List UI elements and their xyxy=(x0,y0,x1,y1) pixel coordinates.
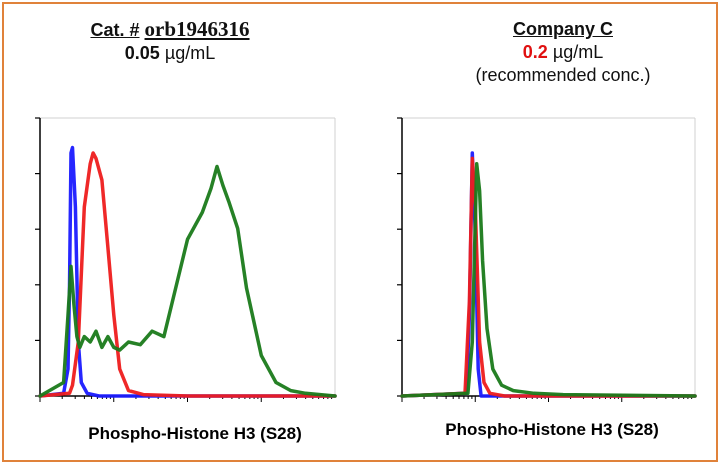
panel-2-title: Company C 0.2 µg/mL (recommended conc.) xyxy=(432,18,694,87)
panel-1-title-line: Cat. # orb1946316 xyxy=(50,18,290,42)
panel-1-catalog-number: orb1946316 xyxy=(144,17,250,41)
panel-1-green-histogram-line xyxy=(38,164,337,398)
panel-1-concentration: 0.05 µg/mL xyxy=(50,42,290,65)
panel-2-xlabel: Phospho-Histone H3 (S28) xyxy=(445,420,659,439)
panel-1-blue-histogram-line xyxy=(38,145,337,398)
panel-2-blue-histogram-line xyxy=(400,151,697,398)
panel-1-red-histogram-line xyxy=(38,151,337,398)
panel-2-title-prefix: Company C xyxy=(512,19,613,39)
panel-2-title-line: Company C xyxy=(432,18,694,41)
panel-2-note: (recommended conc.) xyxy=(475,65,651,85)
panel-1-title-prefix: Cat. # xyxy=(90,20,140,40)
panel-2-concentration: 0.2 µg/mL xyxy=(432,41,694,64)
figure-border xyxy=(2,2,718,462)
panel-1-xlabel: Phospho-Histone H3 (S28) xyxy=(88,424,302,443)
panel-2-concentration-unit: µg/mL xyxy=(552,42,604,62)
panel-2-concentration-value: 0.2 xyxy=(522,42,548,62)
panel-1-title: Cat. # orb1946316 0.05 µg/mL xyxy=(50,18,290,65)
panel-2-green-histogram-line xyxy=(400,162,697,398)
panel-1-concentration-value: 0.05 xyxy=(124,43,160,63)
panel-1-concentration-unit: µg/mL xyxy=(164,43,216,63)
panel-2-red-histogram-line xyxy=(400,156,697,398)
